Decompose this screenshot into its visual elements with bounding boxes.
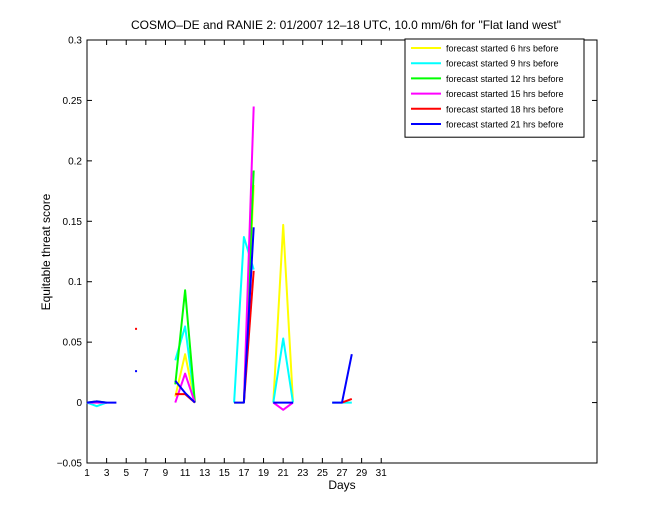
series-line [86,400,117,404]
series-line [341,397,353,404]
series-line [332,354,353,404]
y-tick-label: −0.05 [57,459,83,470]
x-tick-label: 15 [219,468,231,479]
x-tick-label: 3 [104,468,110,479]
series-line [174,289,196,403]
y-tick-label: 0.25 [63,96,83,107]
y-tick-label: 0.1 [68,277,82,288]
y-tick-label: 0.05 [63,338,83,349]
legend-label: forecast started 18 hrs before [446,104,564,114]
legend-label: forecast started 15 hrs before [446,89,564,99]
x-tick-label: 19 [258,468,270,479]
x-tick-label: 27 [336,468,348,479]
legend-box [404,38,585,138]
legend-label: forecast started 12 hrs before [446,74,564,84]
series-line [272,401,294,411]
series-line [272,337,294,403]
series-line [86,401,107,408]
legend-label: forecast started 21 hrs before [446,120,564,130]
series-line [174,353,196,403]
series-point [135,327,138,330]
series-line [174,372,196,403]
series-point [135,370,138,373]
x-tick-label: 17 [238,468,250,479]
x-axis-label: Days [328,478,355,492]
chart-title: COSMO–DE and RANIE 2: 01/2007 12–18 UTC,… [131,18,561,32]
x-tick-label: 21 [278,468,290,479]
y-axis-label: Equitable threat score [39,193,53,310]
x-tick-label: 29 [356,468,368,479]
y-tick-label: 0.2 [68,156,82,167]
x-tick-label: 9 [163,468,169,479]
legend-label: forecast started 9 hrs before [446,59,559,69]
series-line [174,380,196,404]
x-tick-label: 25 [317,468,329,479]
x-tick-label: 23 [297,468,309,479]
y-tick-label: 0.15 [63,217,83,228]
x-tick-label: 5 [123,468,129,479]
legend: forecast started 6 hrs before forecast st… [404,38,585,138]
series-6 [86,227,353,404]
x-tick-label: 13 [199,468,211,479]
y-tick-label: 0.3 [68,36,82,47]
x-tick-label: 1 [84,468,90,479]
legend-label: forecast started 6 hrs before [446,44,559,54]
series-line [234,227,255,404]
y-tick-label: 0 [76,398,82,409]
x-tick-label: 7 [143,468,149,479]
x-tick-label: 31 [376,468,388,479]
series-layer [86,106,353,411]
series-line [272,223,294,403]
series-line [242,106,255,403]
x-tick-label: 11 [180,468,191,479]
